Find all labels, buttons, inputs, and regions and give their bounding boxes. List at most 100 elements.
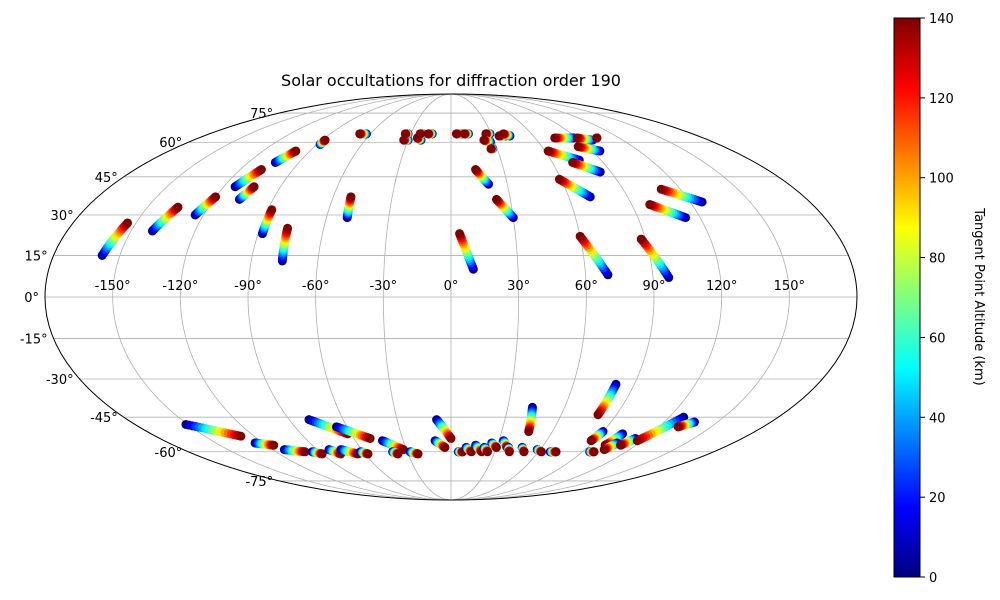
occultation-point — [498, 129, 508, 139]
occultation-point — [440, 442, 450, 452]
occultation-point — [592, 133, 602, 143]
lat-tick-label: -15° — [20, 333, 48, 348]
occultation-point — [256, 165, 266, 175]
occultation-point — [491, 194, 501, 204]
lon-tick-label: -90° — [234, 279, 262, 294]
colorbar-tick-label: 100 — [929, 172, 954, 187]
colorbar-tick-label: 120 — [929, 92, 954, 107]
longitude-tick-labels: -150° -120° -90° -60° -30° 0° 30° 60° 90° 120° 150… — [95, 279, 805, 294]
lat-tick-label: 15° — [25, 249, 48, 264]
colorbar-tick-label: 60 — [929, 331, 946, 346]
occultation-point — [291, 146, 301, 156]
occultation-point — [482, 447, 492, 457]
occultation-point — [479, 135, 489, 145]
grid-meridian — [450, 94, 723, 500]
lat-tick-label: -30° — [46, 373, 74, 388]
chart-title: Solar occultations for diffraction order… — [281, 71, 621, 90]
lon-tick-label: 90° — [642, 279, 665, 294]
lat-tick-label: -45° — [90, 411, 118, 426]
lon-tick-label: 0° — [444, 279, 459, 294]
occultation-point — [632, 436, 642, 446]
lat-tick-label: 45° — [95, 171, 118, 186]
lon-tick-label: -120° — [162, 279, 198, 294]
occultation-point — [451, 129, 461, 139]
colorbar-gradient — [893, 17, 921, 578]
lon-tick-label: 30° — [507, 279, 530, 294]
lon-tick-label: 150° — [774, 279, 805, 294]
occultation-point — [300, 447, 310, 457]
colorbar: 0 20 40 60 80 100 120 140 Tangent Point Altitud… — [893, 12, 986, 586]
occultation-point — [636, 234, 646, 244]
occultation-point — [365, 433, 375, 443]
lon-tick-label: -150° — [95, 279, 131, 294]
lon-tick-label: 60° — [575, 279, 598, 294]
occultation-point — [123, 218, 133, 228]
lon-tick-label: -60° — [302, 279, 330, 294]
grid-meridian — [112, 94, 452, 500]
occultation-point — [455, 229, 465, 239]
occultation-point — [573, 142, 583, 152]
occultation-point — [413, 449, 423, 459]
occultation-point — [519, 447, 529, 457]
occultation-point — [543, 146, 553, 156]
occultation-point — [616, 440, 626, 450]
lon-tick-label: -30° — [369, 279, 397, 294]
occultation-point — [589, 447, 599, 457]
occultation-point — [236, 431, 246, 441]
colorbar-tick-label: 80 — [929, 252, 946, 267]
occultation-tracks — [97, 129, 707, 459]
lat-tick-label: 60° — [159, 136, 182, 151]
colorbar-tick-label: 140 — [929, 12, 954, 27]
grid-meridian — [179, 94, 452, 500]
occultation-point — [320, 135, 330, 145]
occultation-point — [346, 192, 356, 202]
colorbar-tick-label: 20 — [929, 491, 946, 506]
lat-tick-label: -75° — [245, 475, 273, 490]
occultation-point — [393, 449, 403, 459]
occultation-point — [400, 129, 410, 139]
occultation-point — [446, 433, 456, 443]
occultation-point — [415, 129, 425, 139]
occultation-point — [537, 447, 546, 457]
occultation-point — [211, 192, 221, 202]
lat-tick-label: 75° — [250, 107, 273, 122]
grid-meridian — [450, 94, 790, 500]
occultation-point — [173, 202, 183, 212]
map-outline — [44, 93, 858, 501]
occultation-point — [550, 133, 560, 143]
occultation-point — [355, 129, 365, 139]
occultation-point — [317, 449, 327, 459]
occultation-point — [586, 436, 596, 446]
occultation-point — [459, 129, 469, 139]
occultation-point — [363, 449, 373, 459]
occultation-point — [645, 200, 655, 210]
occultation-point — [568, 157, 578, 167]
lat-tick-label: 0° — [24, 291, 39, 306]
occultation-point — [575, 231, 585, 241]
colorbar-label: Tangent Point Altitude (km) — [971, 207, 986, 385]
occultation-point — [491, 442, 501, 452]
occultation-point — [504, 447, 514, 457]
lon-tick-label: 120° — [706, 279, 737, 294]
colorbar-tick-label: 40 — [929, 411, 946, 426]
occultation-point — [283, 223, 293, 233]
occultation-point — [599, 445, 609, 455]
occultation-point — [486, 144, 496, 154]
occultation-point — [249, 182, 259, 192]
occultation-point — [673, 422, 683, 432]
occultation-point — [593, 410, 603, 420]
lat-tick-label: -60° — [155, 446, 183, 461]
occultation-point — [423, 129, 433, 139]
colorbar-tick-label: 0 — [929, 571, 937, 586]
occultation-point — [471, 165, 481, 175]
occultation-point — [656, 184, 666, 194]
occultation-point — [269, 440, 279, 450]
colorbar-ticks: 0 20 40 60 80 100 120 140 — [920, 12, 954, 586]
latitude-tick-labels: 75° 60° 45° 30° 15° 0° -15° -30° -45° -60° -75° — [20, 107, 273, 490]
lat-tick-label: 30° — [51, 209, 74, 224]
occultation-point — [524, 427, 534, 437]
occultation-point — [551, 447, 561, 457]
occultation-point — [554, 174, 564, 184]
occultation-point — [572, 133, 582, 143]
